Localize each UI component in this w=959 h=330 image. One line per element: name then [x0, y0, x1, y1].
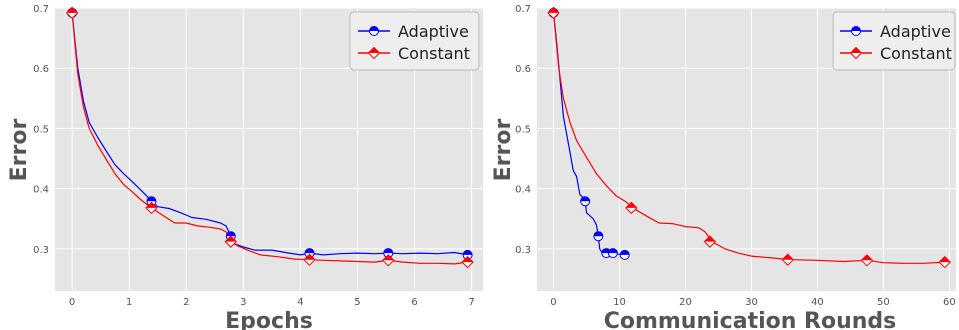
x-tick-label: 0: [550, 297, 556, 308]
x-axis-label: Epochs: [225, 309, 313, 330]
data-point-adaptive: [580, 196, 591, 207]
data-point-constant: [65, 6, 79, 20]
y-tick-labels: 0.3 0.4 0.5 0.6 0.7: [33, 4, 49, 256]
series-line-adaptive: [71, 12, 468, 256]
x-tick-label: 30: [745, 297, 758, 308]
data-point-constant: [461, 255, 474, 269]
x-tick-label: 20: [679, 297, 692, 308]
x-tick-labels: 0 1 2 3 4 5 6 7: [69, 297, 475, 308]
data-point-constant: [703, 235, 717, 248]
data-point-constant: [382, 254, 395, 267]
data-point-adaptive: [593, 231, 604, 242]
series-markers: [547, 6, 951, 269]
y-tick-label: 0.3: [515, 245, 531, 256]
legend-entry-adaptive: Adaptive: [840, 22, 951, 41]
x-tick-label: 1: [126, 297, 132, 308]
legend-marker-icon: [851, 26, 861, 36]
legend-box: [349, 11, 480, 71]
data-point-adaptive: [146, 196, 157, 207]
y-tick-label: 0.6: [33, 64, 49, 75]
y-tick-label: 0.5: [33, 124, 49, 135]
x-tick-labels: 0 10 20 30 40 50 60: [550, 297, 955, 308]
legend-label: Constant: [880, 44, 952, 63]
gridlines: [55, 7, 483, 291]
data-point-constant: [781, 253, 794, 266]
y-tick-label: 0.6: [515, 64, 531, 75]
data-point-constant: [625, 201, 638, 215]
data-point-constant: [224, 235, 237, 248]
series-markers: [65, 6, 474, 269]
series-line-constant: [71, 12, 468, 265]
data-point-constant: [860, 254, 874, 267]
legend-label: Constant: [398, 44, 470, 63]
x-tick-label: 0: [69, 297, 75, 308]
data-point-adaptive: [607, 248, 618, 259]
y-tick-label: 0.3: [33, 245, 49, 256]
legend: Adaptive Constant: [832, 11, 956, 71]
x-tick-label: 10: [613, 297, 626, 308]
x-tick-label: 4: [297, 297, 303, 308]
legend-entry-constant: Constant: [840, 44, 952, 63]
data-point-constant: [145, 201, 158, 215]
x-tick-label: 3: [240, 297, 246, 308]
x-tick-label: 5: [354, 297, 360, 308]
x-tick-label: 50: [877, 297, 890, 308]
x-tick-label: 60: [943, 297, 956, 308]
legend-label: Adaptive: [398, 22, 469, 41]
panel-epochs: 0.3 0.4 0.5 0.6 0.7 0 1 2 3 4 5 6 7 Epochs Error Ad…: [7, 4, 483, 330]
y-tick-label: 0.7: [515, 4, 531, 15]
y-tick-labels: 0.3 0.4 0.5 0.6 0.7: [515, 4, 531, 256]
data-point-constant: [303, 253, 316, 266]
y-tick-label: 0.5: [515, 124, 531, 135]
y-axis-label: Error: [491, 119, 516, 182]
gridlines: [537, 7, 956, 291]
y-tick-label: 0.4: [33, 185, 49, 196]
legend-marker-icon: [849, 46, 863, 60]
data-point-adaptive: [619, 249, 630, 260]
legend-label: Adaptive: [880, 22, 951, 41]
legend-marker-icon: [367, 46, 381, 60]
x-tick-label: 2: [183, 297, 189, 308]
series-lines: [71, 12, 468, 265]
x-tick-label: 6: [411, 297, 417, 308]
x-tick-label: 40: [811, 297, 824, 308]
y-tick-label: 0.7: [33, 4, 49, 15]
legend-entry-constant: Constant: [358, 44, 470, 63]
y-tick-label: 0.4: [515, 185, 531, 196]
data-point-adaptive: [383, 248, 394, 259]
data-point-constant: [547, 6, 560, 20]
panel-communication-rounds: 0.3 0.4 0.5 0.6 0.7 0 10 20 30 40 50 60 Communicat…: [491, 4, 956, 330]
legend-marker-icon: [369, 26, 379, 36]
x-tick-label: 7: [468, 297, 474, 308]
data-point-adaptive: [462, 249, 473, 260]
x-axis-label: Communication Rounds: [604, 309, 897, 330]
data-point-constant: [938, 255, 951, 269]
legend: Adaptive Constant: [349, 11, 480, 71]
legend-box: [832, 11, 956, 71]
series-line-constant: [552, 12, 947, 264]
legend-entry-adaptive: Adaptive: [358, 22, 469, 41]
y-axis-label: Error: [7, 119, 32, 182]
